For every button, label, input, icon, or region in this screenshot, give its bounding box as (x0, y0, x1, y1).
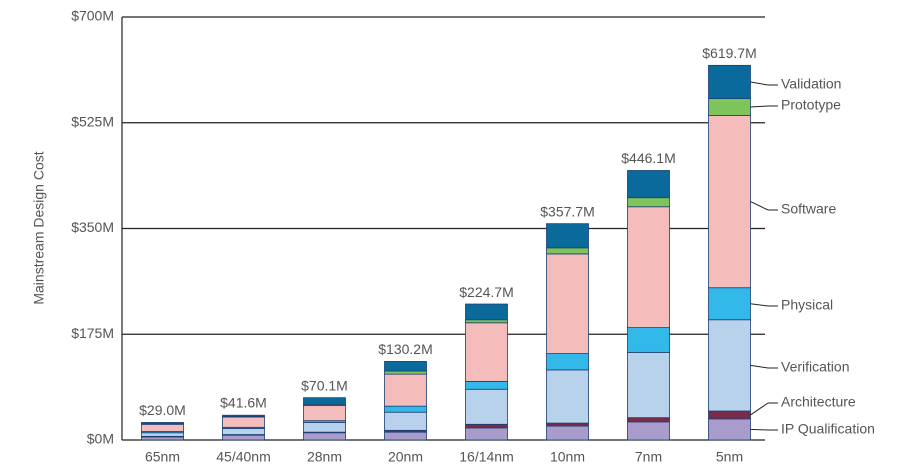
bar-segment (627, 170, 670, 199)
bar-segment (546, 223, 589, 249)
bar-segment (465, 303, 508, 321)
legend-label: Architecture (781, 394, 856, 410)
bar-segment (465, 319, 508, 324)
bar-segment (222, 414, 265, 417)
legend-leader (750, 105, 769, 108)
total-label: $29.0M (139, 402, 186, 418)
bar-segment (465, 427, 508, 441)
x-tick-label: 10nm (550, 449, 585, 465)
bar-segment (303, 422, 346, 433)
bar-segment (708, 418, 751, 441)
bar-segment (627, 417, 670, 423)
legend-leader (750, 201, 769, 211)
bar-segment (465, 322, 508, 382)
bar-segment (546, 247, 589, 255)
y-tick-label: $350M (71, 219, 114, 235)
bar-segment (384, 361, 427, 372)
bar-segment (708, 64, 751, 99)
legend-label: Software (781, 201, 836, 217)
x-tick-label: 65nm (145, 449, 180, 465)
y-tick-label: $175M (71, 325, 114, 341)
bar-segment (627, 327, 670, 353)
bar-segment (384, 431, 427, 441)
y-tick-label: $525M (71, 113, 114, 129)
y-tick-label: $0M (87, 431, 114, 447)
bar-segment (708, 115, 751, 289)
legend-label: Physical (781, 297, 833, 313)
bar-segment (627, 197, 670, 208)
x-tick-label: 5nm (716, 449, 743, 465)
total-label: $70.1M (301, 377, 348, 393)
x-tick-label: 45/40nm (216, 449, 270, 465)
bar-segment (222, 434, 265, 441)
legend-label: IP Qualification (781, 421, 875, 437)
y-tick-label: $700M (71, 8, 114, 24)
bar-segment (546, 369, 589, 424)
bar-segment (384, 405, 427, 413)
bar-segment (141, 432, 184, 437)
total-label: $130.2M (378, 341, 432, 357)
legend-label: Prototype (781, 97, 841, 113)
legend-label: Validation (781, 76, 841, 92)
bar-segment (465, 423, 508, 429)
total-label: $224.7M (459, 284, 513, 300)
bar-segment (384, 411, 427, 431)
x-tick-label: 7nm (635, 449, 662, 465)
bar-segment (222, 416, 265, 428)
bar-segment (708, 410, 751, 420)
x-tick-label: 20nm (388, 449, 423, 465)
bar-segment (546, 253, 589, 354)
bar-segment (222, 428, 265, 435)
bar-segment (384, 373, 427, 407)
bar-segment (546, 353, 589, 371)
bar-segment (303, 397, 346, 405)
y-axis-label: Mainstream Design Cost (31, 151, 47, 304)
bar-segment (141, 436, 184, 441)
bar-segment (465, 388, 508, 425)
x-tick-label: 16/14nm (459, 449, 513, 465)
legend-leader (750, 81, 769, 86)
bar-segment (546, 425, 589, 441)
bar-segment (627, 206, 670, 329)
legend-leader (750, 402, 769, 416)
bar-segment (141, 423, 184, 432)
bar-segment (384, 370, 427, 375)
legend-leader (750, 303, 769, 307)
bar-segment (627, 351, 670, 419)
total-label: $41.6M (220, 395, 267, 411)
bar-segment (708, 319, 751, 412)
total-label: $446.1M (621, 150, 675, 166)
bar-segment (303, 405, 346, 422)
bar-segment (141, 422, 184, 425)
x-tick-label: 28nm (307, 449, 342, 465)
total-label: $619.7M (702, 45, 756, 61)
legend-label: Verification (781, 359, 849, 375)
bar-segment (303, 432, 346, 441)
legend-leader (750, 364, 769, 369)
bar-segment (708, 98, 751, 116)
total-label: $357.7M (540, 204, 594, 220)
legend-leader (750, 428, 769, 431)
bar-segment (708, 287, 751, 321)
bar-segment (546, 422, 589, 427)
bar-segment (465, 380, 508, 390)
bar-segment (627, 421, 670, 441)
